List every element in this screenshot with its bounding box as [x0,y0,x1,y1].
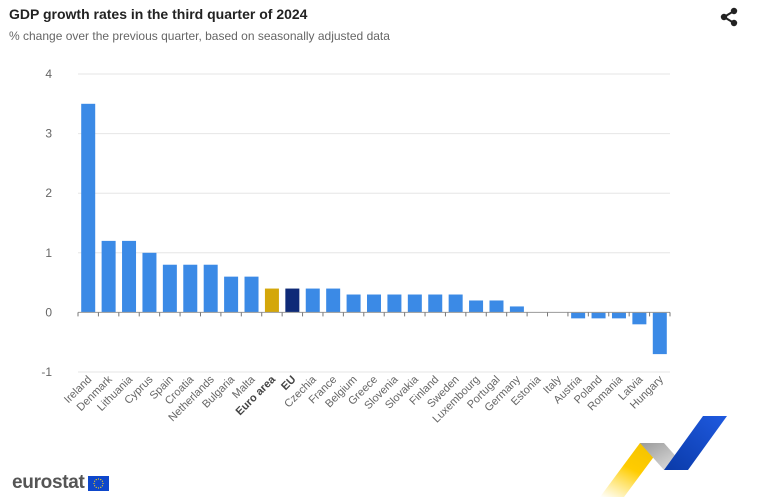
y-tick-label: 2 [45,186,52,200]
star [101,482,104,484]
bar-germany[interactable] [509,306,524,313]
share-icon[interactable] [718,6,740,28]
star [92,482,95,484]
bar-ireland[interactable] [81,103,96,313]
bar-poland[interactable] [591,312,606,319]
bar-luxembourg[interactable] [469,300,484,313]
star [99,486,101,488]
star [97,486,99,489]
bars [81,103,667,355]
bar-bulgaria[interactable] [224,276,239,313]
logo-text: eurostat [12,472,85,493]
bar-spain[interactable] [162,264,177,313]
bar-denmark[interactable] [101,240,116,313]
star [101,480,103,482]
x-axis [77,311,671,317]
y-tick-label: 1 [45,246,52,260]
bar-finland[interactable] [428,294,443,313]
bar-romania[interactable] [611,312,626,319]
decorative-ribbon [600,416,727,497]
chart-title: GDP growth rates in the third quarter of… [9,6,308,22]
chart-subtitle: % change over the previous quarter, base… [9,29,390,43]
bar-slovakia[interactable] [407,294,422,313]
grid-lines [78,73,670,373]
star [95,478,97,480]
eu-flag-icon [87,475,109,491]
bar-austria[interactable] [571,312,586,319]
bar-latvia[interactable] [632,312,647,325]
bar-lithuania[interactable] [122,240,137,313]
bar-netherlands[interactable] [203,264,218,313]
bar-cyprus[interactable] [142,252,157,313]
y-tick-label: -1 [41,365,52,379]
star [97,477,99,480]
bar-france[interactable] [326,288,341,313]
eurostat-logo[interactable]: eurostat [12,472,109,494]
bar-chart: 4 3 2 1 0 -1 IrelandDenmarkLithuaniaCyprusSpa… [41,67,671,425]
star [101,484,103,486]
y-axis: 4 3 2 1 0 -1 [41,67,52,379]
y-tick-label: 3 [45,127,52,141]
bar-malta[interactable] [244,276,259,313]
bar-hungary[interactable] [652,312,667,355]
bar-czechia[interactable] [305,288,320,313]
bar-croatia[interactable] [183,264,198,313]
y-tick-label: 0 [45,305,52,319]
bar-greece[interactable] [367,294,381,313]
bar-belgium[interactable] [346,294,361,313]
x-tick-labels: IrelandDenmarkLithuaniaCyprusSpainCroati… [62,373,666,425]
bar-sweden[interactable] [448,294,463,313]
star [93,484,95,486]
y-tick-label: 4 [45,67,52,81]
bar-eu[interactable] [285,288,300,313]
star [95,486,97,488]
bar-portugal[interactable] [489,300,504,313]
bar-euro-area[interactable] [264,288,279,313]
star [93,480,95,482]
bar-slovenia[interactable] [387,294,402,313]
star [99,478,101,480]
